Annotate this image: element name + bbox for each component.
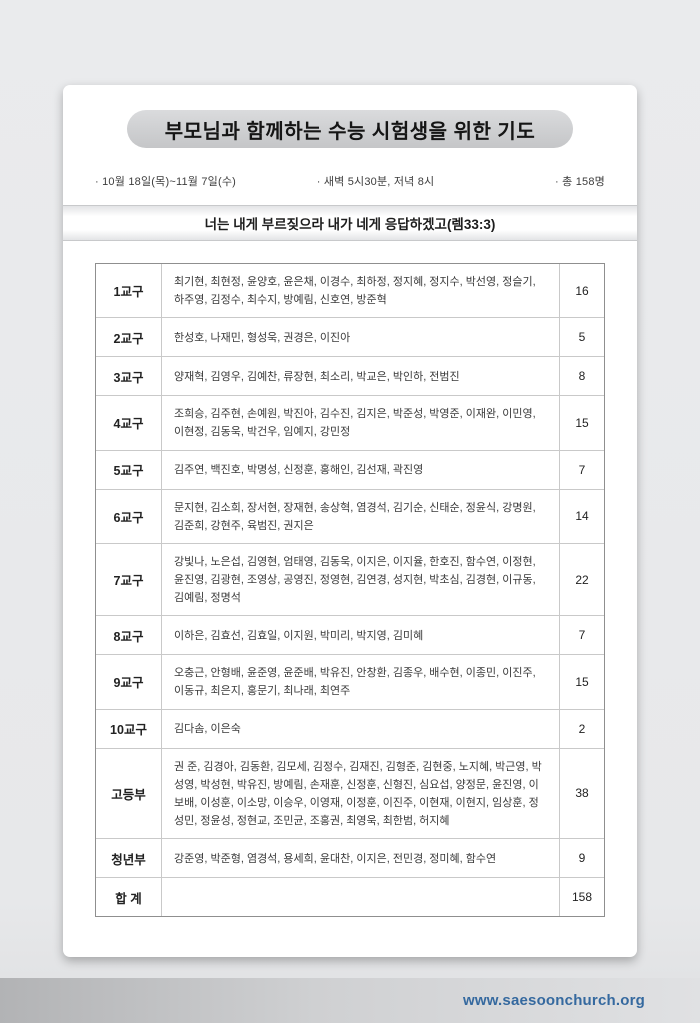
count-value: 38 bbox=[575, 786, 589, 801]
table-row: 1교구 최기현, 최현정, 윤양호, 윤은채, 이경수, 최하정, 정지혜, 정지… bbox=[96, 264, 604, 319]
names-list: 권 준, 김경아, 김동환, 김모세, 김정수, 김재진, 김형준, 김현중, … bbox=[162, 748, 560, 839]
website-url: www.saesoonchurch.org bbox=[462, 992, 645, 1009]
group-label: 4교구 bbox=[96, 396, 162, 450]
names-list: 이하은, 김효선, 김효일, 이지원, 박미리, 박지영, 김미혜 bbox=[162, 616, 560, 655]
table-row: 7교구 강빛나, 노은섭, 김영현, 엄태영, 김동욱, 이지은, 이지율, 한호… bbox=[96, 543, 604, 617]
table-row: 10교구 김다솜, 이은숙 2 bbox=[96, 709, 604, 749]
count-value: 2 bbox=[578, 721, 586, 736]
footer-bar: www.saesoonchurch.org bbox=[0, 978, 700, 1023]
group-label: 1교구 bbox=[96, 264, 162, 318]
count-value: 5 bbox=[578, 330, 586, 345]
count-value: 16 bbox=[575, 283, 589, 298]
names-list: 김다솜, 이은숙 bbox=[162, 709, 560, 748]
count-value: 7 bbox=[578, 628, 586, 643]
count-value: 8 bbox=[578, 369, 586, 384]
table-row: 5교구 김주연, 백진호, 박명성, 신정훈, 홍해인, 김선재, 곽진영 7 bbox=[96, 450, 604, 490]
table-row: 2교구 한성호, 나재민, 형성욱, 권경은, 이진아 5 bbox=[96, 318, 604, 358]
table-row: 6교구 문지현, 김소희, 장서현, 장재현, 송상혁, 염경석, 김기순, 신태… bbox=[96, 489, 604, 544]
group-label: 10교구 bbox=[96, 709, 162, 748]
group-label: 9교구 bbox=[96, 655, 162, 709]
count-value: 22 bbox=[575, 572, 589, 587]
names-list: 오충근, 안형배, 윤준영, 윤준배, 박유진, 안창환, 김종우, 배수현, … bbox=[162, 655, 560, 709]
group-label: 3교구 bbox=[96, 357, 162, 396]
names-list: 문지현, 김소희, 장서현, 장재현, 송상혁, 염경석, 김기순, 신태순, … bbox=[162, 489, 560, 543]
group-label: 청년부 bbox=[96, 839, 162, 878]
group-label: 8교구 bbox=[96, 616, 162, 655]
group-label: 7교구 bbox=[96, 543, 162, 616]
table-row: 고등부 권 준, 김경아, 김동환, 김모세, 김정수, 김재진, 김형준, 김현… bbox=[96, 748, 604, 840]
document-card: 부모님과 함께하는 수능 시험생을 위한 기도 · 10월 18일(목)~11월… bbox=[63, 85, 637, 957]
names-list: 김주연, 백진호, 박명성, 신정훈, 홍해인, 김선재, 곽진영 bbox=[162, 450, 560, 489]
names-list: 강빛나, 노은섭, 김영현, 엄태영, 김동욱, 이지은, 이지율, 한호진, … bbox=[162, 543, 560, 616]
count-value: 14 bbox=[575, 509, 589, 524]
info-row: · 10월 18일(목)~11월 7일(수) · 새벽 5시30분, 저녁 8시… bbox=[95, 173, 605, 189]
count-value: 7 bbox=[578, 462, 586, 477]
group-label: 2교구 bbox=[96, 318, 162, 357]
verse-text: 너는 내게 부르짖으라 내가 네게 응답하겠고(렘33:3) bbox=[204, 217, 496, 232]
table-row: 9교구 오충근, 안형배, 윤준영, 윤준배, 박유진, 안창환, 김종우, 배수… bbox=[96, 655, 604, 710]
table-row: 4교구 조희승, 김주현, 손예원, 박진아, 김수진, 김지은, 박준성, 박영… bbox=[96, 396, 604, 451]
count-value: 9 bbox=[578, 851, 586, 866]
info-total-count: · 총 158명 bbox=[555, 176, 605, 188]
title-banner: 부모님과 함께하는 수능 시험생을 위한 기도 bbox=[127, 110, 573, 148]
count-value: 15 bbox=[575, 415, 589, 430]
table-row: 8교구 이하은, 김효선, 김효일, 이지원, 박미리, 박지영, 김미혜 7 bbox=[96, 616, 604, 656]
names-list: 한성호, 나재민, 형성욱, 권경은, 이진아 bbox=[162, 318, 560, 357]
names-list bbox=[162, 878, 560, 917]
table-row: 합 계 158 bbox=[96, 878, 604, 917]
table-row: 청년부 강준영, 박준형, 염경석, 용세희, 윤대찬, 이지은, 전민경, 정미… bbox=[96, 839, 604, 879]
group-label: 5교구 bbox=[96, 450, 162, 489]
group-label: 합 계 bbox=[96, 878, 162, 917]
verse-banner: 너는 내게 부르짖으라 내가 네게 응답하겠고(렘33:3) bbox=[63, 205, 637, 241]
table-row: 3교구 양재혁, 김영우, 김예찬, 류장현, 최소리, 박교은, 박인하, 전범… bbox=[96, 357, 604, 397]
count-value: 158 bbox=[571, 890, 593, 905]
info-time: · 새벽 5시30분, 저녁 8시 bbox=[316, 176, 435, 188]
names-list: 강준영, 박준형, 염경석, 용세희, 윤대찬, 이지은, 전민경, 정미혜, … bbox=[162, 839, 560, 878]
prayer-roster-table: 1교구 최기현, 최현정, 윤양호, 윤은채, 이경수, 최하정, 정지혜, 정지… bbox=[95, 263, 605, 918]
page-title: 부모님과 함께하는 수능 시험생을 위한 기도 bbox=[164, 120, 536, 143]
group-label: 6교구 bbox=[96, 489, 162, 543]
info-period: · 10월 18일(목)~11월 7일(수) bbox=[95, 176, 237, 188]
names-list: 조희승, 김주현, 손예원, 박진아, 김수진, 김지은, 박준성, 박영준, … bbox=[162, 396, 560, 450]
names-list: 양재혁, 김영우, 김예찬, 류장현, 최소리, 박교은, 박인하, 전범진 bbox=[162, 357, 560, 396]
group-label: 고등부 bbox=[96, 748, 162, 839]
names-list: 최기현, 최현정, 윤양호, 윤은채, 이경수, 최하정, 정지혜, 정지수, … bbox=[162, 264, 560, 318]
count-value: 15 bbox=[575, 674, 589, 689]
